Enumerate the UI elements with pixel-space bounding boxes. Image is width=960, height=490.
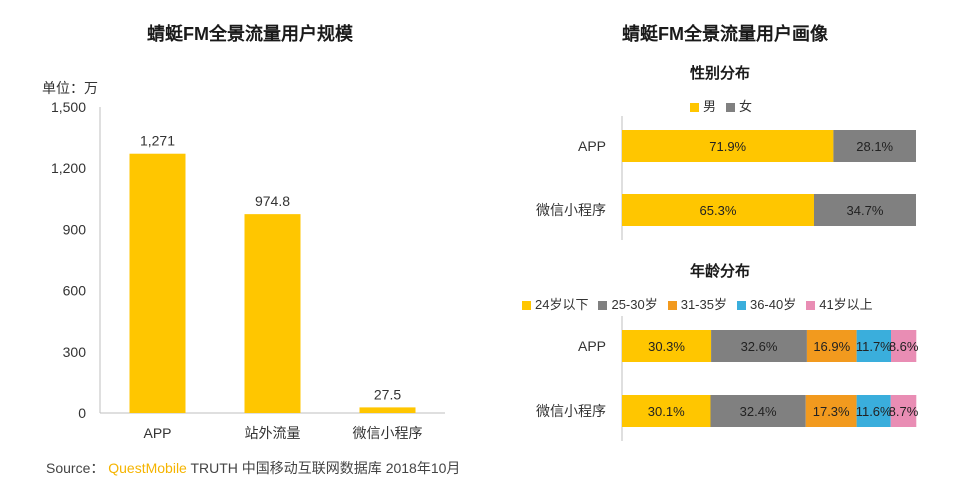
stacked-segment — [622, 395, 711, 427]
bar-value-label: 27.5 — [374, 386, 401, 402]
stacked-segment — [805, 395, 857, 427]
segment-value-label: 32.6% — [741, 339, 778, 354]
stacked-segment — [710, 395, 806, 427]
segment-value-label: 8.7% — [889, 404, 919, 419]
legend-item: 36-40岁 — [736, 294, 797, 313]
y-tick-label: 300 — [63, 344, 87, 360]
legend-label: 24岁以下 — [535, 297, 589, 312]
stacked-segment — [622, 130, 834, 162]
x-tick-label: 站外流量 — [245, 425, 301, 441]
segment-value-label: 16.9% — [813, 339, 850, 354]
legend-item: 女 — [726, 96, 752, 115]
segment-value-label: 30.3% — [648, 339, 685, 354]
y-category-label: APP — [578, 138, 606, 154]
segment-value-label: 28.1% — [856, 139, 893, 154]
stacked-segment — [833, 130, 916, 162]
legend-swatch — [690, 103, 699, 113]
legend-label: 女 — [739, 99, 753, 114]
y-axis-unit-label: 单位：万 — [42, 80, 98, 96]
stacked-segment — [806, 330, 857, 362]
bar — [359, 407, 416, 413]
y-tick-label: 900 — [63, 221, 87, 237]
segment-value-label: 71.9% — [709, 139, 746, 154]
age-chart-title: 年龄分布 — [689, 263, 750, 280]
gender-chart-title: 性别分布 — [689, 65, 750, 82]
segment-value-label: 32.4% — [740, 404, 777, 419]
y-category-label: 微信小程序 — [536, 403, 606, 419]
age-legend: 24岁以下 25-30岁 31-35岁 36-40岁 41岁以上 — [522, 294, 883, 313]
legend-swatch — [667, 301, 677, 311]
x-tick-label: 微信小程序 — [353, 425, 423, 441]
legend-item: 24岁以下 — [522, 294, 588, 313]
y-category-label: 微信小程序 — [536, 202, 606, 218]
x-tick-label: APP — [143, 425, 171, 441]
legend-label: 25-30岁 — [611, 297, 658, 312]
segment-value-label: 30.1% — [648, 404, 685, 419]
source-prefix: Source： — [46, 460, 105, 476]
right-chart-title: 蜻蜓FM全景流量用户画像 — [622, 24, 828, 44]
bar — [129, 153, 186, 413]
source-brand: QuestMobile — [108, 460, 187, 476]
legend-swatch — [598, 301, 608, 311]
legend-swatch — [736, 301, 746, 311]
stacked-segment — [622, 194, 814, 226]
segment-value-label: 17.3% — [813, 404, 850, 419]
bar — [244, 214, 301, 413]
legend-label: 41岁以上 — [819, 297, 873, 312]
segment-value-label: 34.7% — [847, 203, 884, 218]
legend-label: 男 — [703, 99, 717, 114]
y-tick-label: 0 — [78, 405, 86, 421]
y-tick-label: 1,200 — [51, 160, 86, 176]
source-note: Source： QuestMobile TRUTH 中国移动互联网数据库 201… — [46, 458, 460, 478]
y-category-label: APP — [578, 338, 606, 354]
legend-label: 36-40岁 — [749, 297, 797, 312]
stacked-segment — [891, 330, 917, 362]
stacked-segment — [813, 194, 916, 226]
bar-value-label: 974.8 — [255, 193, 290, 209]
legend-item: 25-30岁 — [598, 294, 658, 313]
y-tick-label: 600 — [63, 283, 87, 299]
legend-swatch — [806, 301, 816, 311]
legend-label: 31-35岁 — [680, 297, 727, 312]
stacked-segment — [890, 395, 917, 427]
segment-value-label: 11.6% — [856, 404, 892, 419]
legend-item: 男 — [690, 96, 716, 115]
legend-item: 41岁以上 — [806, 294, 873, 313]
segment-value-label: 65.3% — [700, 203, 737, 218]
stacked-segment — [622, 330, 712, 362]
y-tick-label: 1,500 — [51, 99, 86, 115]
segment-value-label: 8.6% — [889, 339, 919, 354]
stacked-segment — [856, 395, 891, 427]
stacked-segment — [711, 330, 807, 362]
legend-item: 31-35岁 — [667, 294, 727, 313]
stacked-segment — [856, 330, 892, 362]
legend-swatch — [726, 103, 736, 113]
segment-value-label: 11.7% — [856, 339, 892, 354]
gender-legend: 男女 — [690, 96, 762, 115]
source-suffix: TRUTH 中国移动互联网数据库 2018年10月 — [190, 460, 461, 476]
left-chart-title: 蜻蜓FM全景流量用户规模 — [147, 24, 353, 44]
bar-value-label: 1,271 — [140, 133, 175, 149]
legend-swatch — [522, 301, 531, 311]
